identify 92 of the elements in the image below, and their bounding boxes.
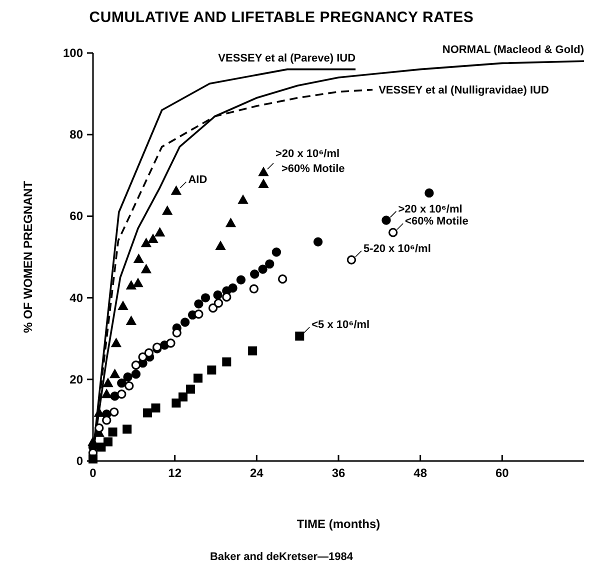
series-label: NORMAL (Macleod & Gold)	[442, 44, 584, 56]
x-tick-label: 24	[250, 466, 264, 480]
point	[122, 424, 132, 434]
point	[108, 428, 118, 437]
point	[207, 366, 216, 375]
point	[228, 283, 238, 293]
point	[265, 259, 274, 269]
point	[346, 255, 356, 264]
point	[250, 270, 260, 279]
point	[180, 318, 190, 327]
point	[166, 338, 176, 348]
point	[154, 228, 165, 237]
point	[424, 188, 434, 198]
point	[186, 384, 196, 394]
point	[162, 206, 172, 215]
point	[102, 389, 112, 398]
x-axis-title: TIME (months)	[296, 517, 380, 531]
point	[238, 194, 248, 204]
point	[111, 338, 122, 348]
point	[151, 403, 160, 412]
point	[214, 298, 224, 308]
point	[249, 284, 259, 294]
y-axis-title: % OF WOMEN PREGNANT	[21, 180, 35, 333]
point	[131, 360, 141, 370]
annotation: AID	[188, 174, 208, 186]
text: Baker and deKretser—1984	[210, 551, 354, 563]
point	[144, 348, 154, 358]
point	[178, 392, 188, 402]
point	[148, 234, 158, 244]
point	[382, 216, 391, 225]
point	[258, 264, 268, 274]
annotation: <60% Motile	[405, 216, 468, 228]
annotation: 5-20 x 10⁶/ml	[363, 242, 431, 255]
point	[222, 292, 232, 302]
point	[194, 310, 204, 319]
x-tick-label: 12	[168, 466, 182, 480]
point	[200, 293, 210, 302]
y-tick-label: 40	[70, 290, 84, 305]
point	[194, 299, 204, 309]
point	[236, 275, 246, 284]
point	[216, 240, 226, 250]
x-tick-label: 36	[332, 466, 346, 480]
point	[133, 278, 144, 288]
point	[126, 280, 136, 290]
y-tick-label: 60	[70, 209, 84, 224]
point	[123, 372, 132, 382]
point	[117, 389, 126, 399]
point	[388, 228, 398, 238]
point	[103, 378, 114, 388]
annotation: >20 x 10⁶/ml >60% Motile	[275, 148, 345, 176]
point	[117, 378, 126, 388]
point	[226, 218, 236, 228]
point	[134, 254, 144, 264]
annotation: >20 x 10⁶/ml	[398, 203, 462, 216]
point	[272, 248, 282, 257]
series-label: VESSEY et al (Pareve) IUD	[218, 52, 356, 64]
point	[194, 374, 203, 383]
x-tick-label: 0	[90, 466, 97, 480]
point	[222, 357, 232, 366]
x-tick-label: 60	[495, 466, 510, 480]
y-tick-label: 0	[76, 454, 84, 468]
point	[118, 300, 128, 310]
y-tick-label: 80	[70, 128, 84, 142]
point	[96, 442, 106, 452]
point	[248, 346, 258, 356]
point	[126, 316, 136, 326]
point	[278, 274, 288, 284]
point	[138, 352, 148, 362]
point	[110, 407, 119, 417]
point	[141, 238, 152, 248]
point	[172, 398, 181, 408]
point	[295, 332, 304, 341]
series-label: VESSEY et al (Nulligravidae) IUD	[378, 84, 550, 97]
point	[258, 167, 268, 176]
point	[143, 408, 152, 418]
point	[110, 369, 120, 378]
point	[208, 303, 218, 313]
point	[94, 423, 104, 433]
point	[313, 237, 323, 247]
point	[213, 290, 222, 300]
annotation: <5 x 10⁶/ml	[312, 319, 370, 332]
x-tick-label: 48	[414, 466, 428, 480]
point	[131, 369, 141, 379]
point	[104, 437, 113, 446]
point	[171, 186, 182, 195]
point	[124, 381, 134, 391]
point	[141, 264, 152, 274]
y-tick-label: 100	[62, 46, 84, 60]
point	[258, 178, 268, 188]
chart-title: CUMULATIVE AND LIFETABLE PREGNANCY RATES	[89, 9, 474, 26]
y-tick-label: 20	[70, 372, 84, 386]
point	[94, 408, 104, 417]
